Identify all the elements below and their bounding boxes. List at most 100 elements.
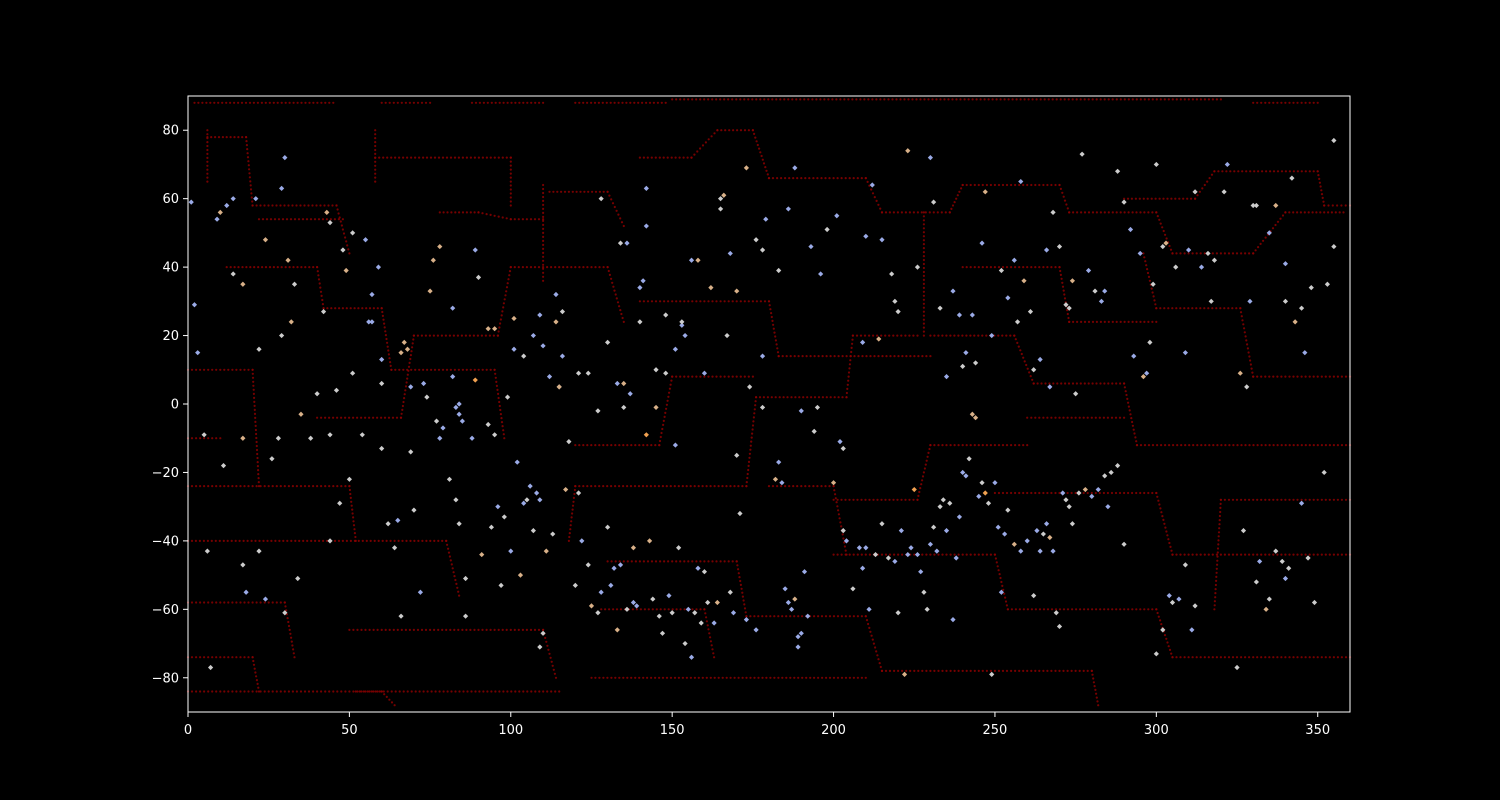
data-point <box>492 432 498 438</box>
data-point <box>901 671 908 677</box>
path-point <box>719 98 722 101</box>
path-point <box>922 255 926 258</box>
path-point <box>1318 177 1321 180</box>
path-point <box>1050 266 1053 269</box>
path-point <box>699 300 702 303</box>
path-point <box>502 429 505 432</box>
path-point <box>1158 197 1161 200</box>
path-point <box>498 404 501 408</box>
path-point <box>408 361 411 364</box>
path-point <box>345 240 348 243</box>
path-point <box>1164 526 1167 529</box>
path-point <box>707 375 710 378</box>
path-point <box>267 204 270 207</box>
path-point <box>1091 382 1094 385</box>
path-point <box>416 101 420 104</box>
path-point <box>256 465 259 468</box>
path-point <box>1001 183 1005 187</box>
path-point <box>1215 567 1218 570</box>
path-point <box>328 416 331 419</box>
path-point <box>783 98 786 101</box>
path-point <box>1217 170 1220 173</box>
path-point <box>255 204 258 207</box>
path-point <box>340 485 343 488</box>
path-point <box>542 218 545 221</box>
path-point <box>499 318 502 321</box>
path-point <box>398 690 401 693</box>
path-point <box>958 190 961 193</box>
path-point <box>717 676 720 679</box>
path-point <box>812 177 815 180</box>
data-point <box>969 312 975 318</box>
path-point <box>418 690 421 693</box>
path-point <box>841 533 844 536</box>
path-point <box>756 143 759 147</box>
path-point <box>550 266 553 269</box>
path-point <box>227 485 230 488</box>
path-point <box>460 334 463 337</box>
path-point <box>1167 98 1170 101</box>
path-point <box>999 576 1002 580</box>
path-point <box>1332 656 1335 659</box>
path-point <box>341 228 344 231</box>
path-point <box>255 601 258 604</box>
data-point <box>1066 305 1072 311</box>
path-point <box>922 326 926 329</box>
path-point <box>922 278 926 281</box>
path-point <box>374 133 377 136</box>
path-point <box>645 101 648 104</box>
path-point <box>353 307 356 310</box>
path-point <box>1218 514 1221 518</box>
path-point <box>706 624 709 627</box>
data-point <box>695 565 701 571</box>
data-point <box>982 490 988 496</box>
path-point <box>825 355 828 358</box>
path-point <box>840 525 843 528</box>
path-point <box>832 485 835 488</box>
path-point <box>206 156 209 159</box>
path-point <box>340 416 343 419</box>
path-point <box>805 355 808 358</box>
path-point <box>263 601 266 604</box>
path-point <box>1280 656 1283 659</box>
path-point <box>1135 608 1138 611</box>
path-point <box>206 148 209 152</box>
path-point <box>1030 669 1033 673</box>
path-point <box>770 396 773 399</box>
path-point <box>646 156 649 159</box>
path-point <box>458 211 461 214</box>
path-point <box>1064 382 1067 385</box>
data-point <box>950 288 956 294</box>
path-point <box>1288 656 1291 659</box>
path-point <box>215 437 218 440</box>
path-point <box>251 485 254 488</box>
path-point <box>1264 101 1267 104</box>
path-point <box>901 355 904 358</box>
path-point <box>1244 444 1247 447</box>
path-point <box>880 334 883 337</box>
path-point <box>203 437 206 440</box>
path-point <box>741 676 744 679</box>
path-point <box>1014 608 1018 611</box>
path-point <box>739 375 742 378</box>
path-point <box>1169 545 1172 549</box>
path-point <box>665 403 669 406</box>
path-point <box>542 101 545 104</box>
path-point <box>711 300 714 303</box>
path-point <box>424 334 427 337</box>
path-point <box>1066 207 1069 210</box>
path-point <box>1052 382 1055 385</box>
path-point <box>1296 444 1299 447</box>
path-point <box>590 676 593 679</box>
path-point <box>922 223 926 226</box>
path-point <box>416 628 420 632</box>
path-point <box>244 101 248 104</box>
path-point <box>548 190 551 193</box>
path-point <box>1223 656 1226 659</box>
path-point <box>1131 608 1134 611</box>
path-point <box>699 375 702 378</box>
path-point <box>1146 271 1150 275</box>
path-point <box>215 601 218 604</box>
path-point <box>225 266 228 269</box>
path-point <box>666 399 669 402</box>
